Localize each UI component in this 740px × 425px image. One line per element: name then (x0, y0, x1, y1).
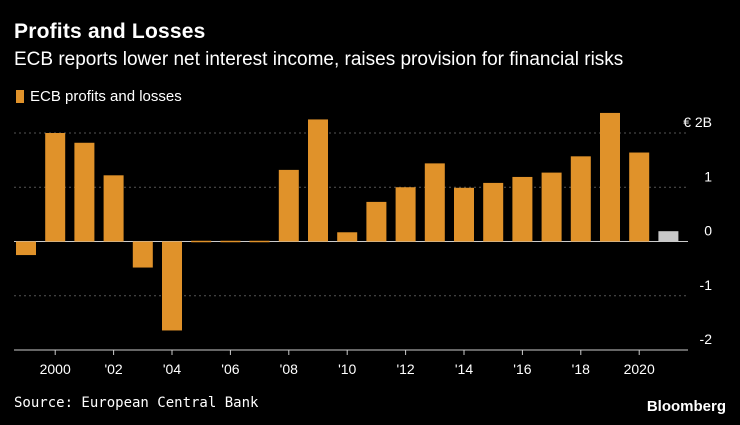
bar-2000 (45, 133, 66, 242)
legend-swatch (16, 90, 24, 103)
bar-2005 (191, 240, 212, 243)
bar-2006 (220, 240, 241, 243)
y-tick-label: 0 (704, 223, 712, 239)
bar-2001 (74, 142, 95, 242)
chart-subtitle: ECB reports lower net interest income, r… (14, 49, 624, 70)
x-tick-label: '02 (104, 361, 122, 377)
bar-2009 (308, 119, 328, 242)
bar-2011 (366, 201, 387, 242)
x-tick-label: 2020 (624, 361, 655, 377)
bar-2018 (570, 156, 591, 242)
bar-2021 (658, 231, 679, 242)
x-tick-label: '08 (280, 361, 298, 377)
bar-2012 (395, 187, 416, 242)
x-tick-label: '12 (396, 361, 414, 377)
bar-2010 (337, 232, 358, 242)
bar-2008 (278, 169, 299, 242)
x-tick-label: '06 (221, 361, 239, 377)
legend-label: ECB profits and losses (30, 88, 182, 105)
x-tick-label: 2000 (40, 361, 71, 377)
bar-2019 (600, 112, 620, 242)
bar-2016 (512, 176, 533, 242)
chart-title: Profits and Losses (14, 20, 206, 43)
y-tick-label: € 2B (683, 114, 712, 130)
bar-2014 (454, 187, 474, 242)
y-tick-label: -2 (700, 331, 713, 347)
x-tick-label: '16 (513, 361, 531, 377)
bloomberg-logo: Bloomberg (646, 398, 726, 415)
bar-2004 (162, 241, 182, 331)
bar-2015 (483, 182, 504, 242)
x-tick-label: '04 (163, 361, 181, 377)
bar-2020 (629, 152, 650, 242)
x-tick-label: '18 (572, 361, 590, 377)
bar-2003 (132, 241, 153, 268)
y-tick-label: -1 (700, 277, 713, 293)
source-note: Source: European Central Bank (14, 395, 259, 411)
y-tick-label: 1 (704, 168, 712, 184)
legend: ECB profits and losses (16, 88, 182, 105)
bar-2002 (103, 175, 124, 242)
x-tick-label: '10 (338, 361, 356, 377)
bar-2013 (424, 163, 445, 242)
bar-1999 (16, 241, 36, 256)
bar-2017 (541, 172, 562, 242)
x-tick-label: '14 (455, 361, 473, 377)
bar-2007 (249, 240, 270, 243)
